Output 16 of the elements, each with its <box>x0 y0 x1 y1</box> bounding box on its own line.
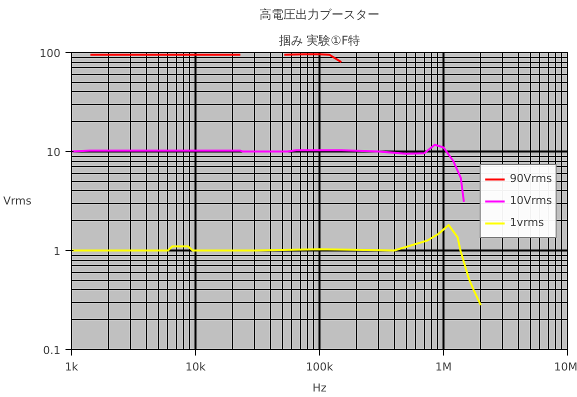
y-tick-label: 1 <box>54 245 60 258</box>
legend-label: 10Vrms <box>510 194 552 207</box>
x-tick-label: 100k <box>306 360 334 374</box>
chart-title: 高電圧出力ブースター <box>260 8 380 22</box>
x-tick-label: 10M <box>554 360 577 374</box>
y-axis-title: Vrms <box>3 194 32 208</box>
y-tick-label: 0.1 <box>43 344 61 357</box>
y-tick-label: 10 <box>46 146 61 159</box>
chart-subtitle: 掴み 実験①F特 <box>278 34 360 48</box>
y-tick-label: 100 <box>40 47 61 60</box>
x-axis-title: Hz <box>312 382 327 394</box>
x-tick-label: 1M <box>435 360 452 374</box>
x-tick-label: 1k <box>64 360 79 374</box>
legend-label: 90Vrms <box>510 172 552 185</box>
legend-label: 1vrms <box>510 216 544 229</box>
x-tick-label: 10k <box>185 360 206 374</box>
